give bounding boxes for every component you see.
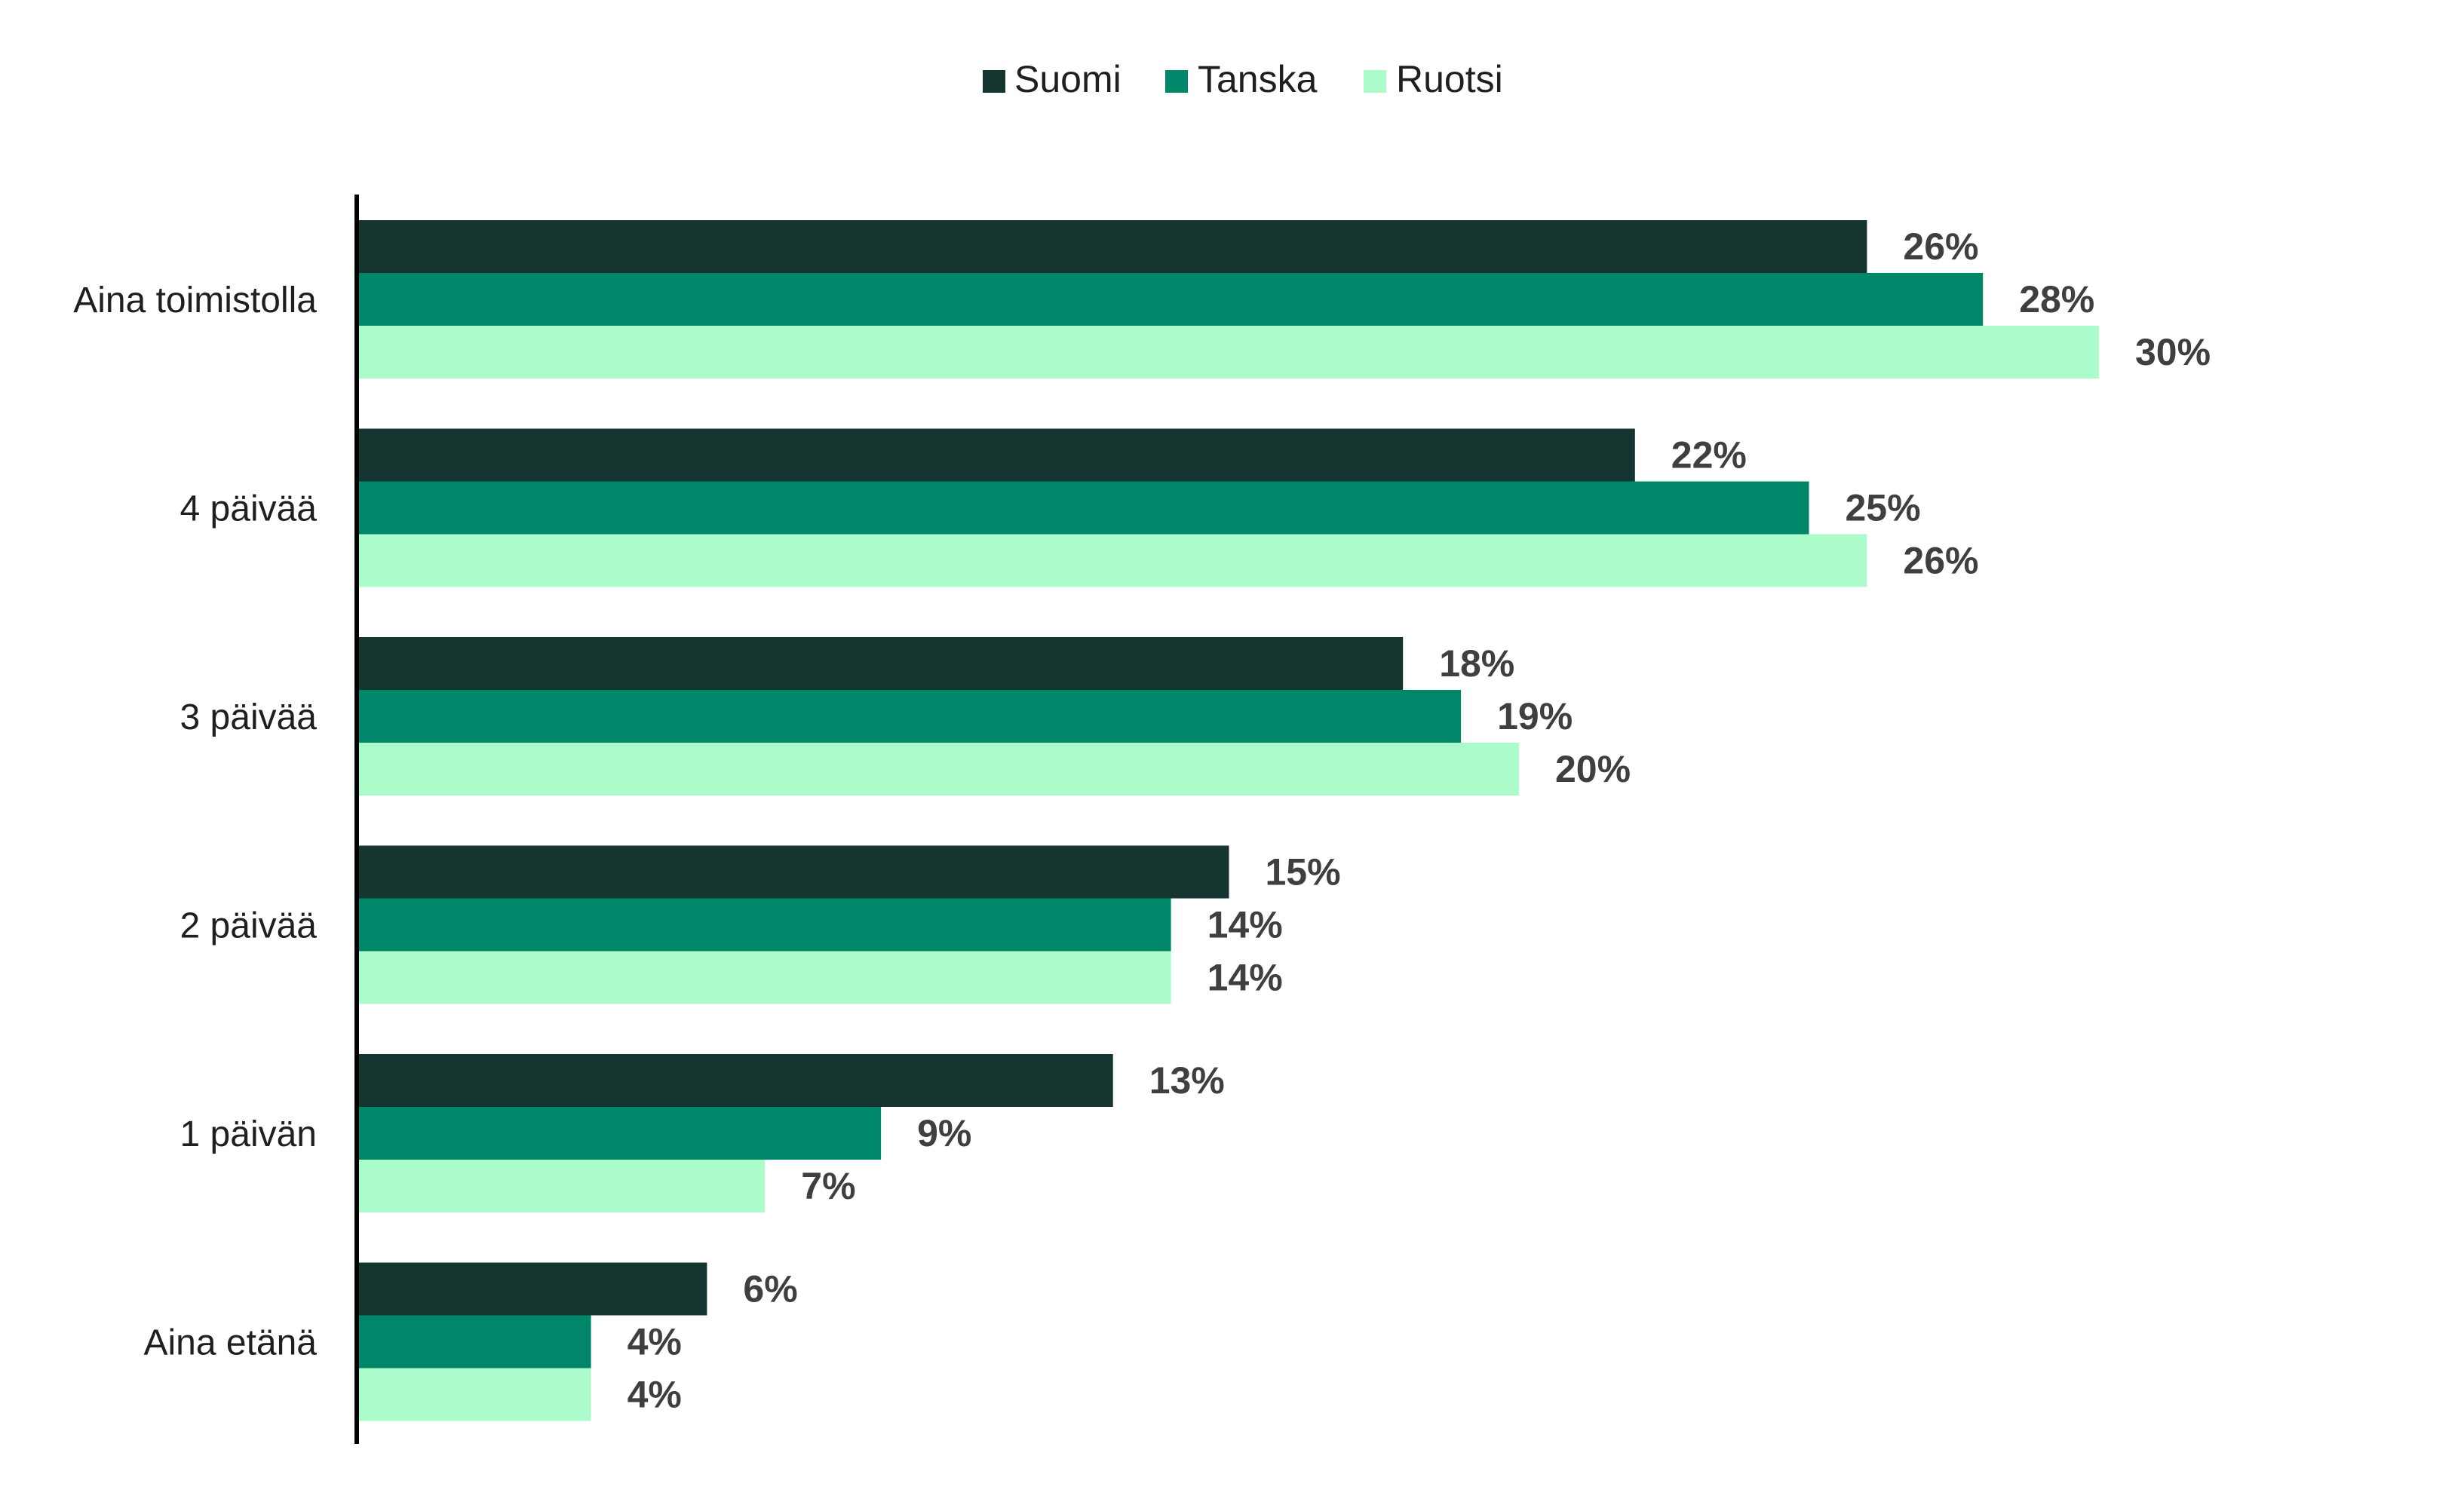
- bar-tanska-4-paivaa: [359, 481, 1809, 535]
- bar-tanska-3-paivaa: [359, 690, 1462, 743]
- legend-label-suomi: Suomi: [1014, 58, 1122, 100]
- bars-group: [359, 220, 2099, 1421]
- bar-suomi-aina-etana: [359, 1262, 707, 1316]
- data-label-ruotsi-3-paivaa: 20%: [1555, 748, 1631, 790]
- data-label-tanska-aina-toimistolla: 28%: [2019, 278, 2094, 320]
- category-labels-group: Aina toimistolla 4 päivää 3 päivää 2 päivää…: [73, 280, 317, 1363]
- data-label-ruotsi-aina-toimistolla: 30%: [2135, 331, 2211, 373]
- data-labels-group: 26% 28% 30% 22% 25% 26% 18% 19% 20% 15% 14% 14% 13% 9…: [628, 225, 2211, 1416]
- category-label-3-paivaa: 3 päivää: [180, 697, 318, 737]
- data-label-ruotsi-2-paivaa: 14%: [1207, 957, 1283, 999]
- bar-ruotsi-aina-etana: [359, 1368, 591, 1421]
- legend-swatch-ruotsi: [1364, 70, 1386, 93]
- bar-suomi-aina-toimistolla: [359, 220, 1867, 273]
- category-label-4-paivaa: 4 päivää: [180, 489, 318, 529]
- category-label-1-paivan: 1 päivän: [180, 1114, 317, 1154]
- bar-tanska-aina-toimistolla: [359, 273, 1984, 326]
- bar-ruotsi-1-paivan: [359, 1160, 766, 1212]
- data-label-tanska-aina-etana: 4%: [628, 1321, 682, 1363]
- data-label-tanska-4-paivaa: 25%: [1846, 487, 1921, 529]
- data-label-ruotsi-4-paivaa: 26%: [1903, 540, 1978, 582]
- legend: Suomi Tanska Ruotsi: [983, 58, 1503, 100]
- data-label-ruotsi-1-paivan: 7%: [801, 1165, 855, 1207]
- bar-ruotsi-aina-toimistolla: [359, 326, 2099, 379]
- data-label-ruotsi-aina-etana: 4%: [628, 1374, 682, 1416]
- data-label-tanska-2-paivaa: 14%: [1207, 904, 1283, 946]
- bar-tanska-aina-etana: [359, 1315, 591, 1369]
- bar-tanska-1-paivan: [359, 1107, 882, 1160]
- data-label-tanska-1-paivan: 9%: [917, 1112, 971, 1154]
- data-label-suomi-aina-toimistolla: 26%: [1903, 225, 1978, 268]
- legend-swatch-suomi: [983, 70, 1005, 93]
- data-label-suomi-4-paivaa: 22%: [1671, 434, 1747, 477]
- category-label-aina-toimistolla: Aina toimistolla: [73, 280, 317, 320]
- legend-label-ruotsi: Ruotsi: [1396, 58, 1503, 100]
- bar-ruotsi-3-paivaa: [359, 743, 1519, 795]
- legend-label-tanska: Tanska: [1198, 58, 1318, 100]
- bar-suomi-2-paivaa: [359, 845, 1229, 899]
- data-label-suomi-2-paivaa: 15%: [1266, 851, 1341, 893]
- bar-suomi-3-paivaa: [359, 637, 1404, 690]
- bar-tanska-2-paivaa: [359, 898, 1171, 952]
- data-label-suomi-1-paivan: 13%: [1149, 1059, 1225, 1102]
- data-label-suomi-3-paivaa: 18%: [1439, 642, 1514, 685]
- category-label-aina-etana: Aina etänä: [143, 1323, 317, 1363]
- bar-ruotsi-2-paivaa: [359, 951, 1171, 1004]
- category-label-2-paivaa: 2 päivää: [180, 906, 318, 946]
- bar-ruotsi-4-paivaa: [359, 534, 1867, 587]
- bar-suomi-1-paivan: [359, 1054, 1113, 1107]
- bar-suomi-4-paivaa: [359, 428, 1635, 482]
- legend-swatch-tanska: [1165, 70, 1188, 93]
- data-label-tanska-3-paivaa: 19%: [1497, 695, 1573, 737]
- data-label-suomi-aina-etana: 6%: [743, 1268, 797, 1310]
